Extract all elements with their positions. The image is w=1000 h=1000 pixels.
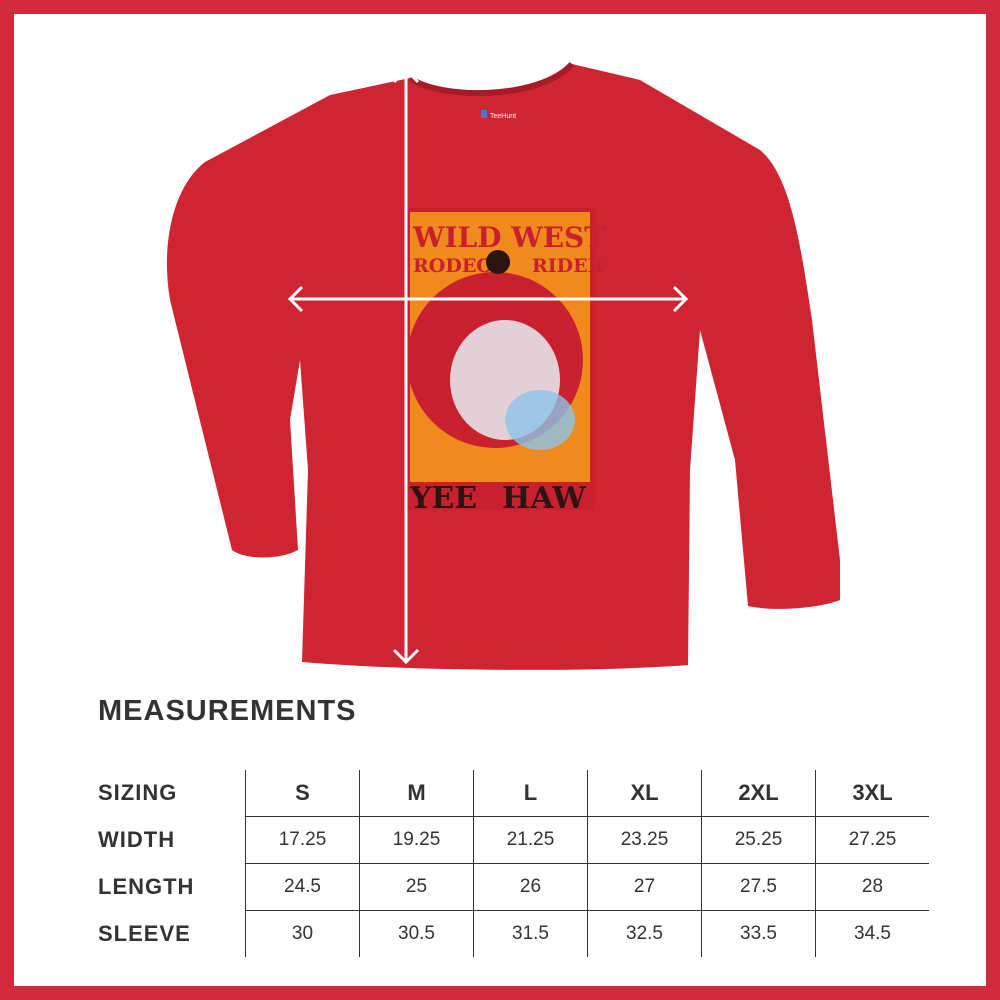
length-arrow bbox=[392, 67, 420, 665]
shirt-image: TeeHunt WILD WEST RODEO RIDER YEE HAW bbox=[166, 61, 840, 670]
svg-text:YEE: YEE bbox=[409, 481, 477, 516]
size-header: M bbox=[359, 770, 474, 817]
cell: 21.25 bbox=[473, 816, 588, 864]
row-header: LENGTH bbox=[98, 874, 195, 899]
cell: 32.5 bbox=[587, 910, 702, 957]
cell: 25.25 bbox=[701, 816, 816, 864]
size-header: XL bbox=[587, 770, 702, 817]
svg-text:WILD WEST: WILD WEST bbox=[412, 221, 605, 254]
cell: 34.5 bbox=[815, 910, 929, 957]
table-row: SLEEVE 30 30.5 31.5 32.5 33.5 34.5 bbox=[84, 910, 929, 957]
table-row: WIDTH 17.25 19.25 21.25 23.25 25.25 27.2… bbox=[84, 816, 929, 864]
svg-text:RODEO: RODEO bbox=[413, 255, 493, 277]
measurements-title: MEASUREMENTS bbox=[98, 695, 357, 727]
cell: 24.5 bbox=[245, 863, 360, 911]
table-header-row: SIZING S M L XL 2XL 3XL bbox=[84, 770, 929, 817]
cell: 27.5 bbox=[701, 863, 816, 911]
cell: 31.5 bbox=[473, 910, 588, 957]
cell: 28 bbox=[815, 863, 929, 911]
neck-label: TeeHunt bbox=[481, 110, 516, 120]
cell: 23.25 bbox=[587, 816, 702, 864]
svg-text:RIDER: RIDER bbox=[532, 255, 604, 277]
size-chart-table: SIZING S M L XL 2XL 3XL WIDTH 17.25 19.2… bbox=[84, 770, 929, 957]
size-header: S bbox=[245, 770, 360, 817]
table-row: LENGTH 24.5 25 26 27 27.5 28 bbox=[84, 863, 929, 911]
cell: 25 bbox=[359, 863, 474, 911]
cell: 33.5 bbox=[701, 910, 816, 957]
cell: 26 bbox=[473, 863, 588, 911]
cell: 27 bbox=[587, 863, 702, 911]
row-header: WIDTH bbox=[98, 827, 176, 852]
cell: 30.5 bbox=[359, 910, 474, 957]
size-header: 3XL bbox=[815, 770, 929, 817]
size-header: L bbox=[473, 770, 588, 817]
cell: 19.25 bbox=[359, 816, 474, 864]
width-arrow bbox=[287, 285, 689, 313]
row-header: SIZING bbox=[98, 780, 178, 806]
svg-text:HAW: HAW bbox=[502, 481, 587, 516]
cell: 27.25 bbox=[815, 816, 929, 864]
cell: 17.25 bbox=[245, 816, 360, 864]
svg-text:TeeHunt: TeeHunt bbox=[490, 113, 516, 120]
size-header: 2XL bbox=[701, 770, 816, 817]
rodeo-graphic: WILD WEST RODEO RIDER YEE HAW bbox=[405, 208, 605, 516]
row-header: SLEEVE bbox=[98, 920, 191, 946]
cell: 30 bbox=[245, 910, 360, 957]
